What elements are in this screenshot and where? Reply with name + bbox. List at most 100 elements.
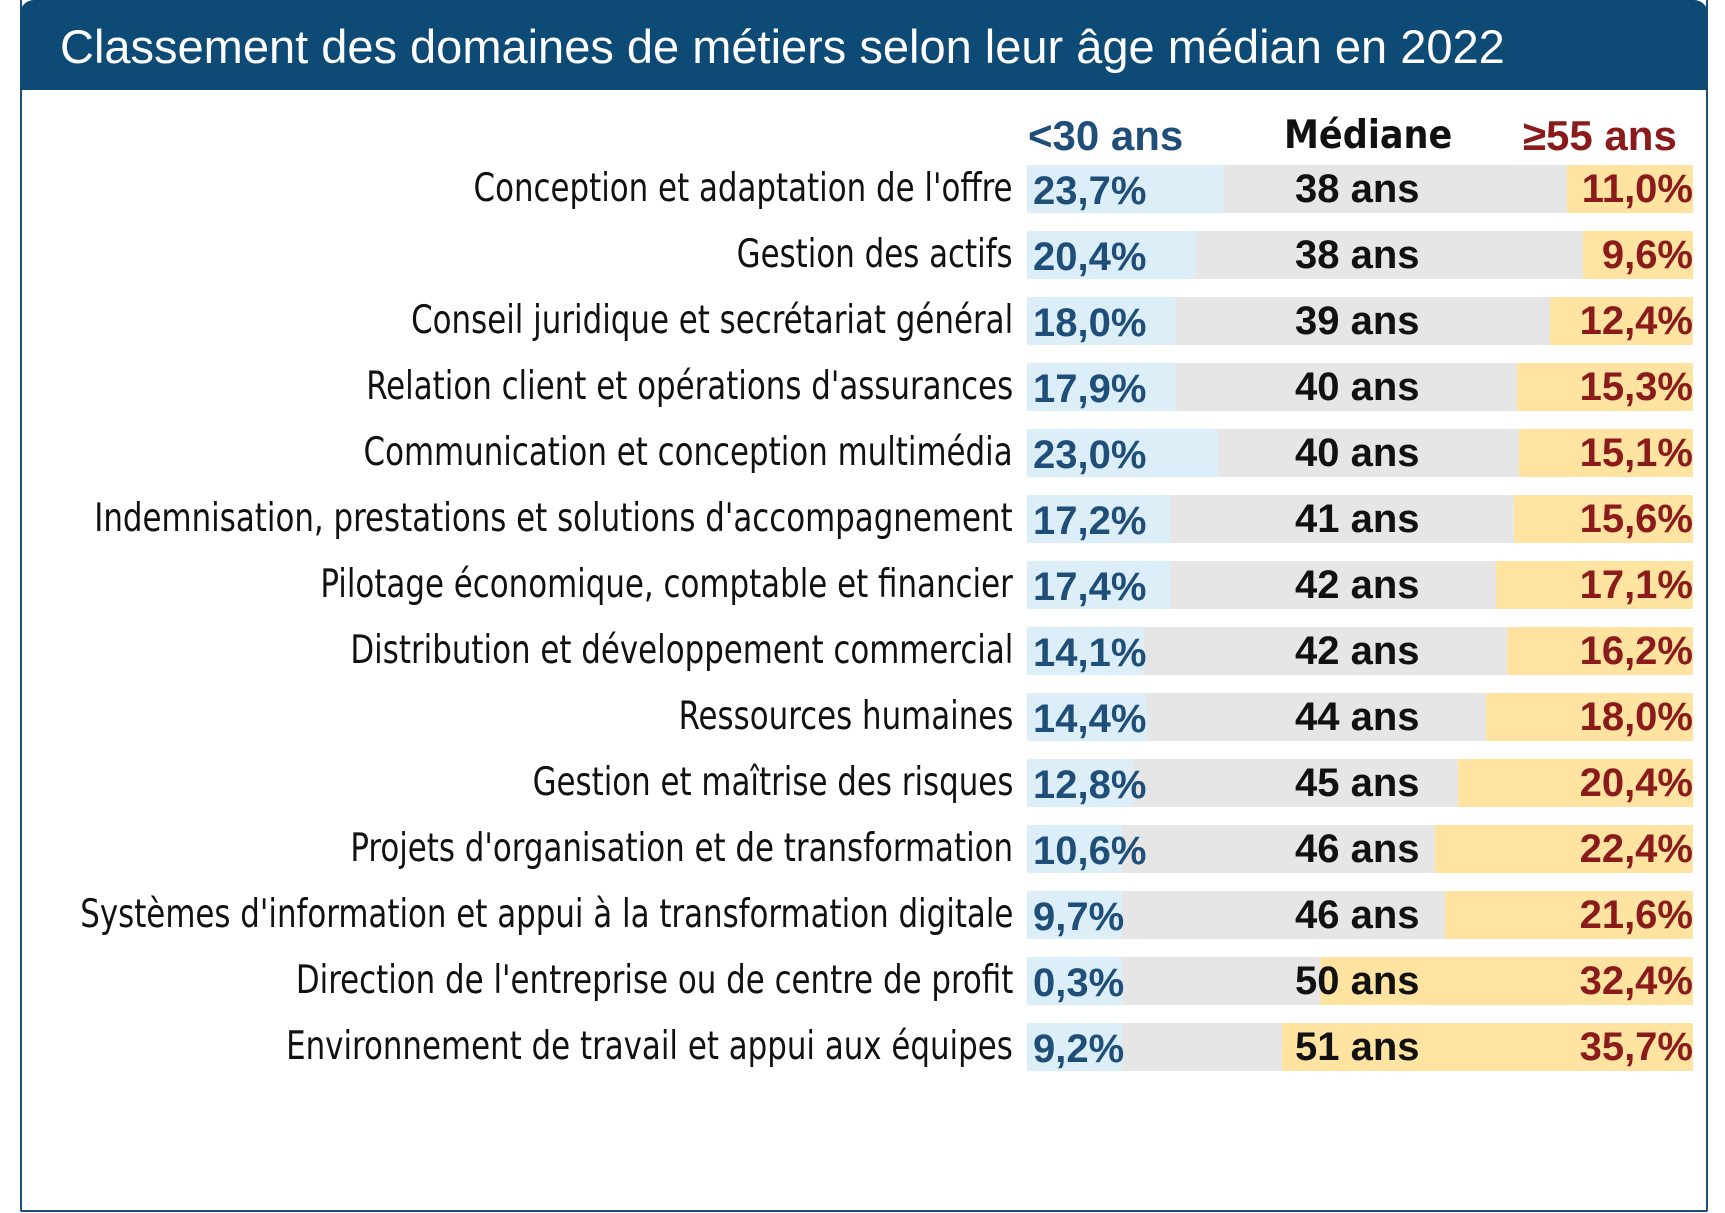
bar-under-30 [1027,231,1197,279]
value-median: 38 ans [1295,233,1420,277]
row-label: Gestion et maîtrise des risques [532,760,1013,805]
row-label: Ressources humaines [678,694,1013,739]
value-under-30: 17,2% [1033,499,1147,543]
row-label: Gestion des actifs [737,232,1013,277]
value-under-30: 10,6% [1033,829,1147,873]
value-median: 46 ans [1295,893,1420,937]
value-over-55: 32,4% [1579,959,1693,1003]
header-under-30: <30 ans [1028,112,1184,159]
row-label: Relation client et opérations d'assuranc… [365,364,1013,409]
table-row: Direction de l'entreprise ou de centre d… [0,957,1725,1005]
header-median: Médiane [1284,113,1453,158]
row-label: Indemnisation, prestations et solutions … [94,496,1013,541]
bar-under-30 [1027,429,1218,477]
value-under-30: 0,3% [1033,961,1125,1005]
row-label: Projets d'organisation et de transformat… [350,826,1013,871]
bar-over-55 [1517,363,1693,411]
row-label: Pilotage économique, comptable et financ… [320,562,1013,607]
bar-under-30 [1027,957,1122,1005]
bar-over-55 [1282,1023,1693,1071]
value-median: 45 ans [1295,761,1420,805]
bar-over-55 [1506,627,1693,675]
bar-under-30 [1027,297,1177,345]
value-over-55: 12,4% [1579,299,1693,343]
table-row: Distribution et développement commercial… [0,627,1725,675]
row-label: Distribution et développement commercial [350,628,1013,673]
bar-over-55 [1496,561,1693,609]
value-median: 39 ans [1295,299,1420,343]
value-over-55: 15,1% [1579,431,1693,475]
bar-under-30 [1027,693,1147,741]
value-over-55: 18,0% [1579,695,1693,739]
row-label: Systèmes d'information et appui à la tra… [79,892,1013,937]
bar-over-55 [1566,165,1693,213]
bar-over-55 [1435,825,1693,873]
value-median: 42 ans [1295,629,1420,673]
row-label: Communication et conception multimédia [363,430,1013,475]
value-under-30: 17,4% [1033,565,1147,609]
bar-over-55 [1486,693,1693,741]
row-label: Conception et adaptation de l'offre [473,166,1013,211]
bar-over-55 [1550,297,1693,345]
table-row: Conception et adaptation de l'offre 23,7%… [0,165,1725,213]
table-row: Ressources humaines 14,4% 44 ans 18,0% [0,693,1725,741]
row-label: Conseil juridique et secrétariat général [410,298,1013,343]
bar-under-30 [1027,561,1172,609]
value-median: 42 ans [1295,563,1420,607]
bar-under-30 [1027,1023,1122,1071]
value-under-30: 12,8% [1033,763,1147,807]
table-row: Gestion et maîtrise des risques 12,8% 45 a… [0,759,1725,807]
value-over-55: 17,1% [1579,563,1693,607]
value-median: 40 ans [1295,365,1420,409]
table-row: Systèmes d'information et appui à la tra… [0,891,1725,939]
value-median: 46 ans [1295,827,1420,871]
value-over-55: 15,3% [1579,365,1693,409]
bar-over-55 [1519,429,1693,477]
value-median: 51 ans [1295,1025,1420,1069]
value-under-30: 9,2% [1033,1027,1125,1071]
bar-over-55 [1320,957,1693,1005]
value-over-55: 16,2% [1579,629,1693,673]
value-median: 44 ans [1295,695,1420,739]
value-over-55: 21,6% [1579,893,1693,937]
row-label: Environnement de travail et appui aux éq… [286,1024,1013,1069]
chart-title: Classement des domaines de métiers selon… [20,0,1708,90]
bar-under-30 [1027,627,1145,675]
value-median: 50 ans [1295,959,1420,1003]
value-under-30: 17,9% [1033,367,1147,411]
table-row: Conseil juridique et secrétariat général… [0,297,1725,345]
value-median: 38 ans [1295,167,1420,211]
value-over-55: 22,4% [1579,827,1693,871]
value-over-55: 9,6% [1601,233,1693,277]
value-under-30: 20,4% [1033,235,1147,279]
value-median: 40 ans [1295,431,1420,475]
bar-over-55 [1513,495,1693,543]
value-under-30: 14,1% [1033,631,1147,675]
table-row: Communication et conception multimédia 23… [0,429,1725,477]
bar-under-30 [1027,891,1122,939]
header-over-55: ≥55 ans [1523,112,1677,159]
value-under-30: 9,7% [1033,895,1125,939]
bar-over-55 [1582,231,1693,279]
value-under-30: 18,0% [1033,301,1147,345]
value-over-55: 11,0% [1581,167,1693,211]
table-row: Projets d'organisation et de transformat… [0,825,1725,873]
value-over-55: 35,7% [1579,1025,1693,1069]
table-row: Indemnisation, prestations et solutions … [0,495,1725,543]
value-over-55: 15,6% [1579,497,1693,541]
table-row: Gestion des actifs 20,4% 38 ans 9,6% [0,231,1725,279]
value-over-55: 20,4% [1579,761,1693,805]
bar-over-55 [1458,759,1693,807]
value-under-30: 23,7% [1033,169,1147,213]
bar-under-30 [1027,759,1134,807]
value-under-30: 23,0% [1033,433,1147,477]
bar-under-30 [1027,165,1224,213]
table-row: Relation client et opérations d'assuranc… [0,363,1725,411]
bar-under-30 [1027,825,1122,873]
table-row: Environnement de travail et appui aux éq… [0,1023,1725,1071]
bar-under-30 [1027,495,1170,543]
table-row: Pilotage économique, comptable et financ… [0,561,1725,609]
row-label: Direction de l'entreprise ou de centre d… [295,958,1013,1003]
value-under-30: 14,4% [1033,697,1147,741]
bar-over-55 [1444,891,1693,939]
